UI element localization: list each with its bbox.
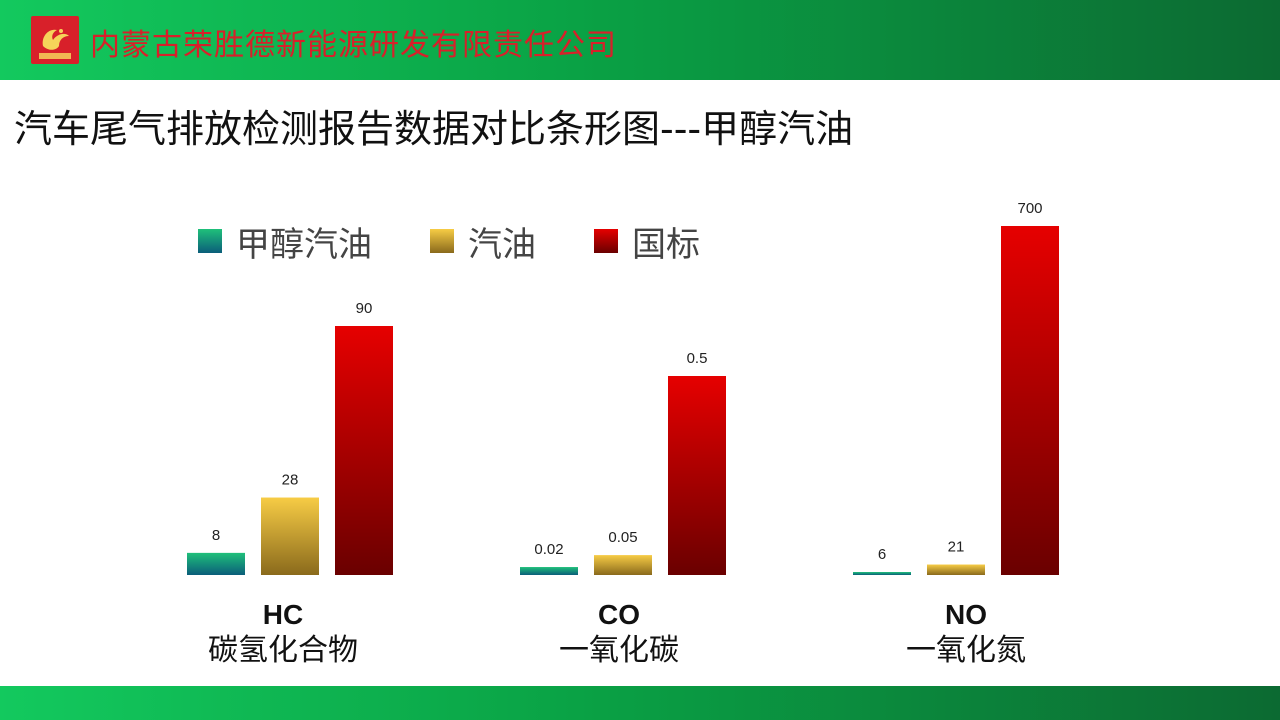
data-label-co-series-2: 0.5: [687, 350, 708, 367]
legend-item-methanol: 甲醇汽油: [198, 217, 372, 266]
category-name: 一氧化氮: [906, 633, 1026, 668]
category-code: HC: [262, 599, 304, 630]
legend-swatch-gasoline: [430, 229, 454, 253]
category-label-hc: HC 碳氢化合物: [163, 598, 403, 670]
chart-legend: 甲醇汽油 汽油 国标: [198, 217, 758, 266]
bar-hc-series-2: [335, 326, 393, 575]
data-label-no-series-0: 6: [878, 546, 886, 563]
category-name: 碳氢化合物: [208, 633, 358, 668]
bar-hc-series-1: [261, 497, 319, 575]
bar-co-series-1: [594, 555, 652, 575]
company-name: 内蒙古荣胜德新能源研发有限责任公司: [90, 28, 617, 63]
legend-label: 汽油: [468, 224, 536, 265]
data-label-hc-series-2: 90: [356, 300, 373, 317]
header-band: [0, 0, 1280, 80]
legend-item-gasoline: 汽油: [430, 217, 536, 266]
phoenix-icon: [39, 29, 71, 59]
legend-swatch-methanol: [198, 229, 222, 253]
bar-hc-series-0: [187, 552, 245, 575]
company-logo: [31, 16, 79, 64]
legend-label: 甲醇汽油: [236, 224, 372, 265]
data-label-no-series-2: 700: [1017, 200, 1042, 217]
category-code: NO: [945, 599, 987, 630]
data-label-co-series-0: 0.02: [534, 541, 563, 558]
category-label-co: CO 一氧化碳: [499, 598, 739, 670]
bar-no-series-2: [1001, 226, 1059, 575]
data-label-hc-series-0: 8: [212, 527, 220, 544]
legend-swatch-standard: [594, 229, 618, 253]
legend-item-standard: 国标: [594, 217, 700, 266]
category-code: CO: [598, 599, 640, 630]
category-name: 一氧化碳: [559, 633, 679, 668]
category-label-no: NO 一氧化氮: [846, 598, 1086, 670]
data-label-no-series-1: 21: [948, 539, 965, 556]
bar-co-series-2: [668, 376, 726, 575]
footer-band: [0, 686, 1280, 720]
bar-no-series-1: [927, 564, 985, 575]
data-label-co-series-1: 0.05: [608, 529, 637, 546]
page-title: 汽车尾气排放检测报告数据对比条形图---甲醇汽油: [14, 107, 854, 151]
bar-co-series-0: [520, 567, 578, 575]
legend-label: 国标: [632, 224, 700, 265]
bar-no-series-0: [853, 572, 911, 575]
data-label-hc-series-1: 28: [282, 472, 299, 489]
